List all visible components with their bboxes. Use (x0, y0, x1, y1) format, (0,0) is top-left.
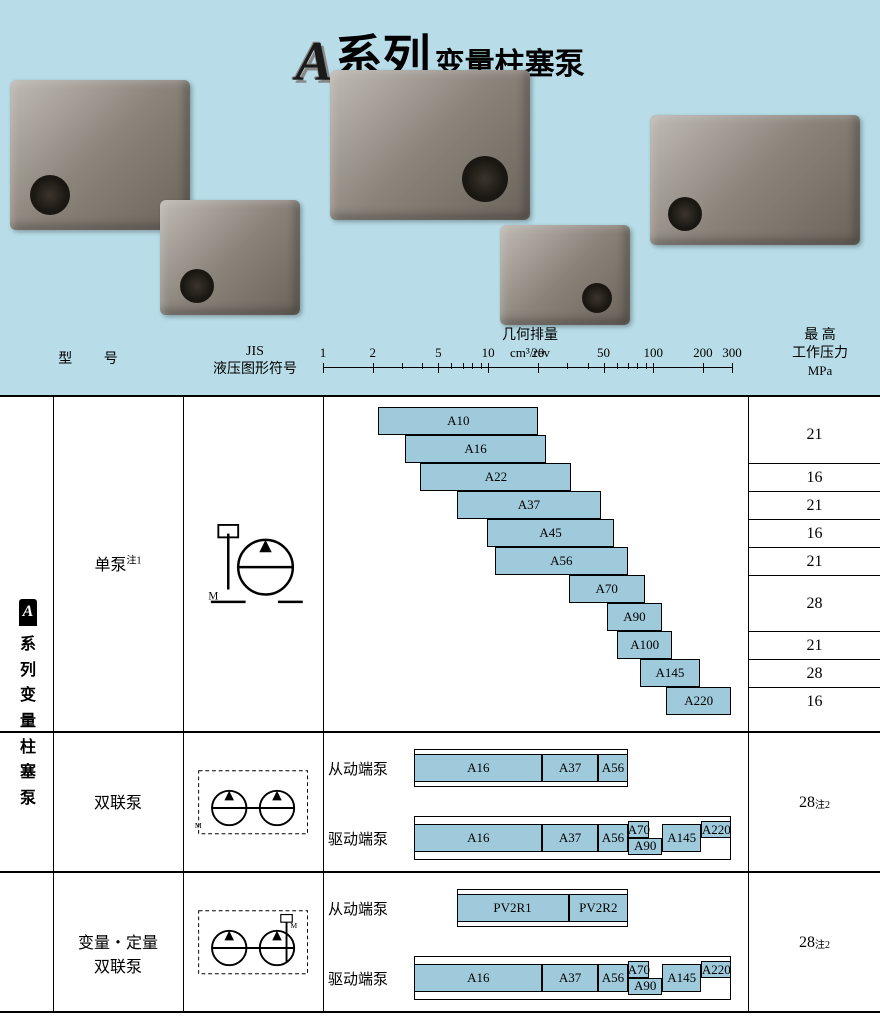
bars-area: PV2R1PV2R2 A16A37A56A70A90A145A220 (323, 873, 748, 1011)
range-bar: A56 (598, 754, 628, 782)
sub-label-drive: 驱动端泵 (323, 828, 393, 849)
title-letter: A (295, 31, 330, 93)
range-bar: A16 (414, 824, 542, 852)
range-bar: A220 (701, 961, 731, 978)
pressure-cell: 21 (749, 491, 880, 519)
svg-text:M: M (195, 821, 202, 830)
pressure-cell: 28 (749, 659, 880, 687)
hero-banner: A 系列 变量柱塞泵 型 号 JIS 液压图形符号 几何排量 cm³/rev 最… (0, 0, 880, 395)
pressure-cell: 28注2 (749, 733, 880, 873)
product-image (330, 70, 530, 220)
header-pressure-unit: MPa (808, 363, 833, 378)
product-image (650, 115, 860, 245)
range-bar: A37 (542, 754, 597, 782)
range-bar: A70 (628, 821, 649, 838)
header-jis-line1: JIS (246, 344, 264, 359)
jis-symbol: M (184, 898, 322, 988)
range-bar: A16 (414, 754, 542, 782)
range-bar: PV2R2 (569, 894, 628, 922)
svg-text:M: M (290, 921, 297, 930)
range-bar: A100 (617, 631, 671, 659)
range-bar: A16 (405, 435, 546, 463)
section-single: 单泵注1 M A10A16A22A37A45A56A70A90A100A145A… (0, 397, 880, 733)
range-bar: A56 (598, 824, 628, 852)
header-jis-line2: 液压图形符号 (213, 362, 297, 377)
range-bar: A90 (628, 978, 662, 995)
section-varfix: 变量・定量双联泵 M PV2R1PV2R2 A16A37A56A70A90A145… (0, 873, 880, 1013)
range-bar: A37 (542, 964, 597, 992)
pressure-cell: 16 (749, 519, 880, 547)
header-jis: JIS 液压图形符号 (195, 343, 315, 379)
range-bar: A90 (628, 838, 662, 855)
range-bar: A56 (598, 964, 628, 992)
range-bar: A145 (662, 964, 701, 992)
sub-label-driven: 从动端泵 (323, 758, 393, 779)
range-bar: A220 (701, 821, 731, 838)
range-bar: A22 (420, 463, 571, 491)
bars-area: A16A37A56A16A37A56A70A90A145A220 (323, 733, 748, 871)
header-pressure: 最 高 工作压力 MPa (760, 327, 880, 382)
range-bar: A145 (640, 659, 701, 687)
range-bar: A70 (628, 961, 649, 978)
bars-area: A10A16A22A37A45A56A70A90A100A145A220 (323, 397, 748, 731)
svg-text:M: M (208, 591, 218, 603)
product-image (160, 200, 300, 315)
range-bar: A37 (457, 491, 602, 519)
spec-chart: A 系列变量柱塞泵 单泵注1 M A10A16A22A37A45A56A70A9… (0, 395, 880, 1011)
range-bar: A16 (414, 964, 542, 992)
range-bar: A90 (607, 603, 663, 631)
range-bar: A220 (666, 687, 731, 715)
pressure-cell: 28 (749, 575, 880, 631)
header-pressure-line2: 工作压力 (792, 346, 848, 361)
row-label: 变量・定量双联泵 (58, 929, 178, 977)
range-bar: A37 (542, 824, 597, 852)
pressure-cell: 16 (749, 687, 880, 715)
pressure-cell: 21 (749, 407, 880, 463)
header-pressure-line1: 最 高 (804, 328, 836, 343)
range-bar: A45 (487, 519, 615, 547)
range-bar: PV2R1 (457, 894, 569, 922)
jis-symbol: M (184, 520, 322, 610)
range-bar: A10 (378, 407, 538, 435)
range-bar: A70 (569, 575, 645, 603)
pressure-cell: 28注2 (749, 873, 880, 1013)
displacement-axis: 125102050100200300 (323, 367, 732, 395)
range-bar: A56 (495, 547, 629, 575)
product-image (500, 225, 630, 325)
header-displacement-label: 几何排量 (502, 328, 558, 343)
pressure-cell: 16 (749, 463, 880, 491)
header-model: 型 号 (35, 351, 155, 369)
pressure-cell: 21 (749, 547, 880, 575)
row-label: 单泵注1 (58, 551, 178, 575)
row-label: 双联泵 (58, 789, 178, 813)
sub-label-drive: 驱动端泵 (323, 968, 393, 989)
column-headers: 型 号 JIS 液压图形符号 几何排量 cm³/rev 最 高 工作压力 MPa… (0, 315, 880, 395)
jis-symbol: M (184, 758, 322, 848)
range-bar: A145 (662, 824, 701, 852)
section-tandem: 双联泵 M A16A37A56A16A37A56A70A90A145A220从动… (0, 733, 880, 873)
pressure-cell: 21 (749, 631, 880, 659)
sub-label-driven: 从动端泵 (323, 898, 393, 919)
